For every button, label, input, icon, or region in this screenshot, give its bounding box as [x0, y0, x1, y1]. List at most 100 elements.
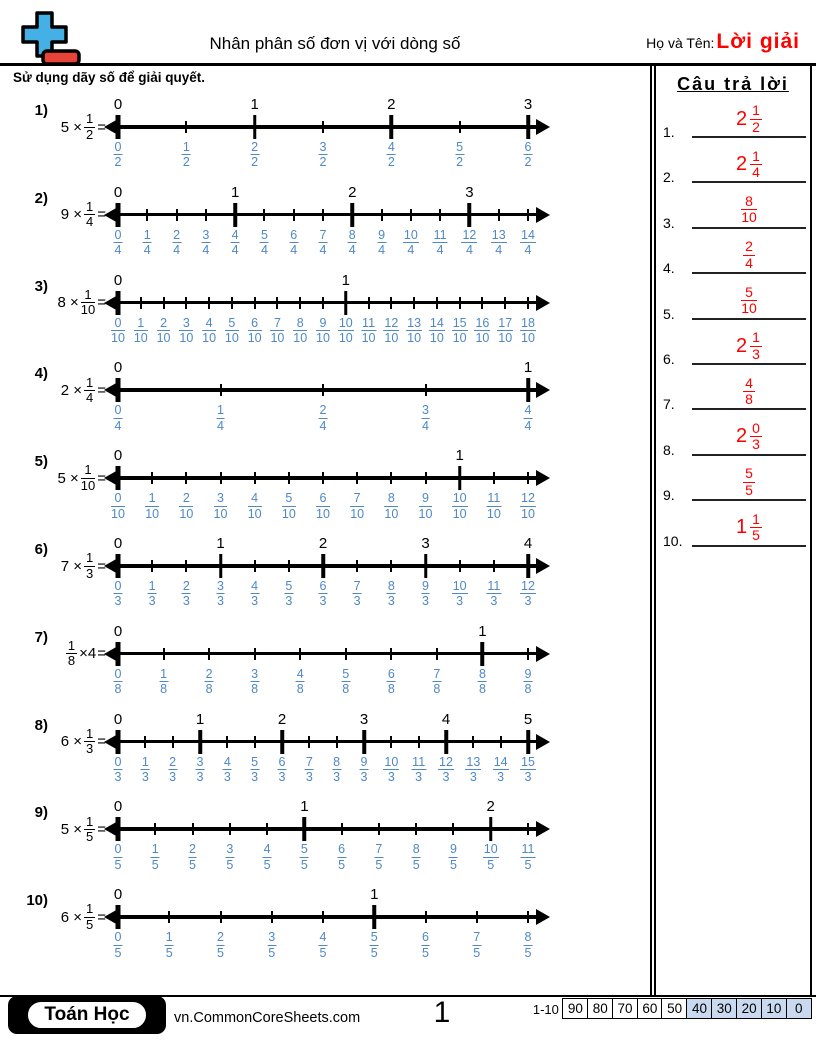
fraction-denominator: 10: [741, 300, 757, 317]
problem-number: 8): [34, 716, 48, 734]
tick-mark: [115, 202, 121, 227]
number-line-bar: [113, 915, 541, 919]
grade-cell: 70: [611, 998, 639, 1019]
number-line: 0 0 10 1 10 2 10 3 10 4 10 5 10 6 10 7 10 8 10 9 10 1 10 10 11 10…: [104, 447, 550, 535]
number-line-bar: [113, 739, 541, 744]
tick-mark: [424, 384, 427, 397]
fraction-numerator: 1: [145, 491, 160, 507]
fraction-denominator: 3: [333, 769, 341, 784]
number-line-bar: [113, 564, 541, 568]
page-title: Nhân phân số đơn vị với dòng số: [209, 34, 461, 53]
whole-number-label: 1: [195, 710, 205, 728]
fraction-label: 8 10: [293, 316, 308, 346]
tick-mark: [526, 554, 530, 578]
fraction-denominator: 3: [387, 594, 395, 609]
fraction-label: 3 10: [213, 491, 228, 521]
fraction-denominator: 2: [456, 155, 464, 170]
number-line-bar: [113, 827, 541, 831]
fraction-numerator: 2: [216, 930, 225, 946]
answer-row: 10. 1 1 5: [656, 505, 810, 551]
tick-mark: [472, 735, 475, 748]
tick-mark: [253, 560, 256, 572]
left-arrow-icon: [104, 558, 118, 574]
fraction-denominator: 5: [300, 857, 308, 872]
fraction-numerator: 2: [168, 754, 178, 770]
fraction-label: 15 10: [451, 316, 468, 346]
fraction-label: 14 4: [520, 228, 536, 258]
fraction-denominator: 10: [521, 330, 535, 345]
fraction-numerator: 11: [411, 754, 427, 770]
fraction-numerator: 4: [250, 579, 260, 595]
fraction-denominator: 3: [285, 594, 293, 609]
tick-mark: [390, 560, 393, 572]
fraction-denominator: 10: [486, 506, 501, 521]
fraction-denominator: 10: [521, 506, 535, 521]
fraction-denominator: 3: [148, 594, 156, 609]
number-line: 0 0 5 1 5 2 5 3 5 4 5 1 5 5 6 5 7 5 8 5 9 5 2 10 5 11 5: [104, 798, 550, 886]
whole-number-label: 1: [478, 622, 487, 640]
fraction-denominator: 5: [86, 828, 94, 844]
right-arrow-icon: [536, 119, 550, 135]
number-line: 0 0 4 1 4 2 4 3 4 1 4 4 5 4 6 4 7 4 2 8 4 9 4 10 4 11 4 3 12 4 13 4 14 4: [104, 184, 550, 272]
fraction-numerator: 0: [111, 316, 125, 331]
fraction-denominator: 4: [173, 243, 181, 258]
fraction-denominator: 8: [524, 682, 532, 697]
fraction-denominator: 10: [179, 330, 194, 345]
answer-blank: [692, 499, 806, 502]
fraction-denominator: 10: [213, 506, 228, 521]
fraction-numerator: 10: [482, 842, 499, 858]
answer-blank: [692, 136, 806, 138]
fraction-denominator: 10: [111, 330, 125, 345]
fraction-denominator: 10: [384, 330, 399, 345]
fraction-numerator: 15: [520, 754, 536, 770]
fraction-denominator: 4: [86, 389, 94, 405]
tick-mark: [233, 202, 237, 227]
problem-number: 7): [34, 628, 48, 646]
tick-mark: [322, 911, 324, 924]
tick-mark: [458, 560, 461, 572]
answer-whole-number: 2: [736, 153, 748, 175]
fraction-label: 1 10: [145, 491, 160, 521]
problem-row: 5) 5 × 1 10 = 0 0 10 1 10 2 10 3 10 4 10 5 10 6 10 7 10 8 10 9 10…: [0, 447, 650, 535]
fraction-numerator: 4: [222, 754, 232, 770]
whole-number-label: 3: [421, 535, 430, 552]
fraction-denominator: 3: [141, 769, 149, 784]
answer-key-label: Lời giải: [716, 30, 800, 53]
fraction-label: 16 10: [474, 316, 491, 346]
answer-blank: [692, 453, 806, 456]
fraction-label: 6 10: [316, 491, 330, 521]
answer-row: 8. 2 0 3: [656, 414, 810, 460]
coefficient: 5 ×: [60, 820, 82, 838]
fraction-label: 0 10: [111, 316, 125, 346]
answer-whole-number: 1: [736, 516, 748, 539]
problem-expression: 5 × 1 10 =: [50, 456, 106, 500]
fraction-label: 12 4: [461, 228, 478, 258]
fraction-numerator: 6: [247, 316, 262, 331]
fraction-numerator: 5: [281, 491, 296, 507]
answer-blank: [692, 408, 806, 411]
fraction-denominator: 10: [407, 330, 422, 345]
tick-mark: [350, 202, 355, 227]
answer-whole-number: 2: [736, 334, 748, 357]
fraction-denominator: 4: [217, 418, 224, 433]
plus-minus-logo-icon: [21, 11, 81, 66]
whole-number-label: 1: [300, 798, 309, 816]
fraction-numerator: 8: [293, 316, 308, 331]
fraction-numerator: 7: [270, 316, 285, 331]
fraction-denominator: 5: [745, 481, 753, 498]
fraction-denominator: 4: [260, 243, 268, 258]
